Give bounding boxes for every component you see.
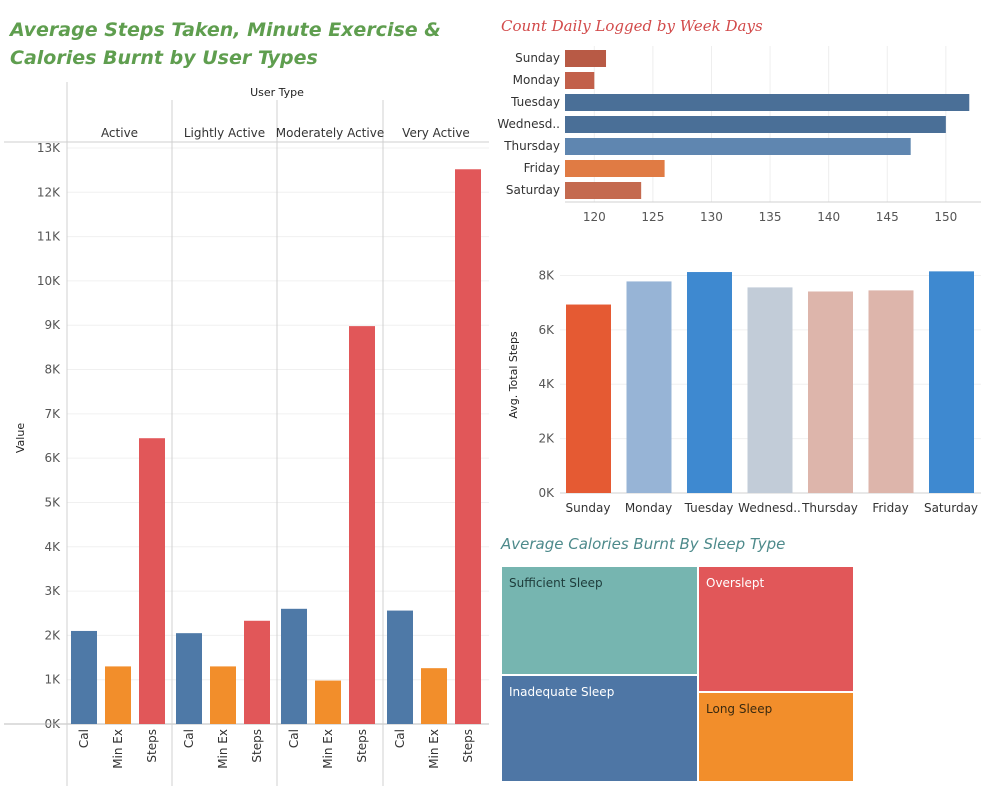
y-tick-label: 11K: [37, 230, 61, 244]
category-label: Saturday: [924, 501, 978, 515]
category-label: Friday: [524, 161, 560, 175]
x-tick-label: 120: [583, 210, 606, 224]
treemap-label: Inadequate Sleep: [509, 685, 615, 699]
treemap-label: Overslept: [706, 576, 765, 590]
y-tick-label: 4K: [538, 377, 555, 391]
treemap-label: Sufficient Sleep: [509, 576, 603, 590]
x-tick-label: Steps: [355, 729, 369, 763]
bar-steps: [244, 620, 270, 724]
bar-steps: [455, 169, 481, 724]
x-tick-label: Min Ex: [427, 729, 441, 769]
column-header-user-type: User Type: [250, 86, 304, 99]
y-tick-label: 1K: [44, 673, 61, 687]
y-tick-label: 2K: [538, 432, 555, 446]
y-tick-label: 12K: [37, 185, 61, 199]
category-label: Thursday: [503, 139, 560, 153]
bar: [565, 138, 911, 155]
bar: [565, 50, 607, 67]
x-tick-label: Cal: [77, 729, 91, 748]
treemap-label: Long Sleep: [706, 702, 773, 716]
bar-minex: [105, 666, 131, 724]
x-tick-label: 135: [759, 210, 782, 224]
sleep-treemap: Sufficient Sleep Inadequate Sleep Overslep…: [501, 566, 854, 782]
bar: [566, 304, 611, 493]
x-tick-label: 145: [876, 210, 899, 224]
category-label: Tuesday: [684, 501, 734, 515]
y-tick-label: 6K: [44, 451, 61, 465]
y-axis-label: Avg. Total Steps: [507, 331, 520, 419]
x-tick-label: 140: [817, 210, 840, 224]
bar: [565, 160, 665, 177]
bar-minex: [315, 680, 341, 724]
bar-minex: [210, 666, 236, 724]
y-tick-label: 10K: [37, 274, 61, 288]
panel-header: Very Active: [402, 126, 470, 140]
treemap-cell: Sufficient Sleep: [501, 566, 698, 675]
x-tick-label: Steps: [250, 729, 264, 763]
category-label: Sunday: [566, 501, 611, 515]
category-label: Tuesday: [510, 95, 560, 109]
x-tick-label: Cal: [287, 729, 301, 748]
y-tick-label: 4K: [44, 540, 61, 554]
bar: [565, 116, 946, 133]
bar-steps: [349, 326, 375, 724]
x-tick-label: Min Ex: [216, 729, 230, 769]
bar: [565, 72, 595, 89]
x-tick-label: Cal: [393, 729, 407, 748]
weekday-count-chart: 120 125 130 135 140 145 150 Sunday Monday Tuesday…: [497, 46, 981, 224]
user-type-chart: User Type0K1K2K3K4K5K6K7K8K9K10K11K12K13…: [4, 82, 489, 786]
bar: [929, 271, 974, 493]
bar: [808, 291, 853, 493]
bar: [687, 272, 732, 493]
category-label: Saturday: [506, 183, 560, 197]
category-label: Wednesd..: [738, 501, 801, 515]
bar: [747, 287, 793, 493]
panel-header: Active: [101, 126, 138, 140]
treemap-cell: Inadequate Sleep: [501, 675, 698, 782]
bar: [565, 182, 642, 199]
x-tick-label: Cal: [182, 729, 196, 748]
y-axis-label: Value: [14, 423, 27, 453]
y-tick-label: 3K: [44, 584, 61, 598]
treemap-cell: Long Sleep: [698, 692, 854, 782]
x-tick-label: 125: [641, 210, 664, 224]
y-tick-label: 7K: [44, 407, 61, 421]
x-tick-label: Steps: [145, 729, 159, 763]
bar: [626, 281, 672, 493]
x-tick-label: Steps: [461, 729, 475, 763]
bar: [868, 290, 914, 493]
category-label: Friday: [872, 501, 908, 515]
main-title: Average Steps Taken, Minute Exercise & C…: [10, 19, 441, 69]
bar-minex: [421, 668, 447, 724]
y-tick-label: 0K: [538, 486, 555, 500]
y-tick-label: 6K: [538, 323, 555, 337]
bar-steps: [139, 438, 165, 724]
bar-cal: [281, 608, 307, 724]
x-tick-label: Min Ex: [321, 729, 335, 769]
panel-header: Lightly Active: [184, 126, 265, 140]
x-tick-label: 150: [934, 210, 957, 224]
weekday-count-title: Count Daily Logged by Week Days: [501, 17, 763, 35]
y-tick-label: 8K: [44, 363, 61, 377]
y-tick-label: 9K: [44, 318, 61, 332]
y-tick-label: 5K: [44, 495, 61, 509]
panel-header: Moderately Active: [276, 126, 384, 140]
treemap-cell: Overslept: [698, 566, 854, 692]
bar-cal: [176, 633, 202, 724]
bar-cal: [387, 610, 413, 724]
category-label: Sunday: [515, 51, 560, 65]
y-tick-label: 2K: [44, 628, 61, 642]
x-tick-label: 130: [700, 210, 723, 224]
weekday-steps-chart: 0K 2K 4K 6K 8K Avg. Total Steps Sunday Monday Tu…: [507, 268, 981, 515]
category-label: Wednesd..: [497, 117, 560, 131]
category-label: Thursday: [801, 501, 858, 515]
sleep-treemap-title: Average Calories Burnt By Sleep Type: [501, 535, 786, 553]
category-label: Monday: [625, 501, 672, 515]
y-tick-label: 13K: [37, 141, 61, 155]
bar-cal: [71, 630, 97, 724]
bar: [565, 94, 970, 111]
category-label: Monday: [513, 73, 560, 87]
x-tick-label: Min Ex: [111, 729, 125, 769]
y-tick-label: 8K: [538, 268, 555, 282]
